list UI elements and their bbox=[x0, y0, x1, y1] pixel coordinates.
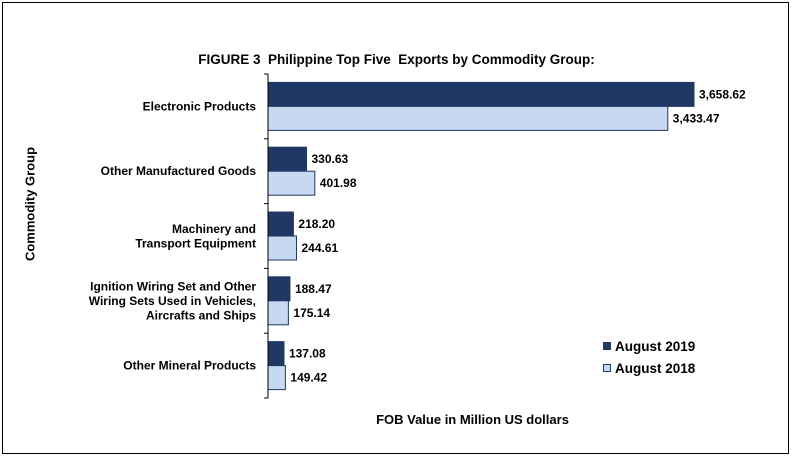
bar-machinery-and-transport-equipment-august-2018 bbox=[267, 235, 297, 261]
legend-label-august-2019: August 2019 bbox=[615, 338, 696, 354]
category-label-machinery-and-transport-equipment: Machinery and Transport Equipment bbox=[135, 222, 256, 251]
data-label-ignition-wiring-set-and-other-wiring-sets-used-in-vehicles-aircrafts-and-ships-august-2019: 188.47 bbox=[295, 282, 332, 296]
data-label-machinery-and-transport-equipment-august-2019: 218.20 bbox=[298, 217, 335, 231]
bar-ignition-wiring-set-and-other-wiring-sets-used-in-vehicles-aircrafts-and-ships-august-2019 bbox=[267, 276, 291, 302]
bar-other-mineral-products-august-2018 bbox=[267, 365, 286, 391]
x-axis-label: FOB Value in Million US dollars bbox=[376, 412, 569, 427]
bar-other-mineral-products-august-2019 bbox=[267, 341, 285, 367]
data-label-other-mineral-products-august-2019: 137.08 bbox=[289, 347, 326, 361]
data-label-other-mineral-products-august-2018: 149.42 bbox=[290, 371, 327, 385]
legend-swatch-august-2018 bbox=[603, 364, 611, 372]
data-label-other-manufactured-goods-august-2019: 330.63 bbox=[311, 152, 348, 166]
bar-other-manufactured-goods-august-2018 bbox=[267, 170, 316, 196]
legend-item-august-2018: August 2018 bbox=[603, 357, 695, 379]
data-label-machinery-and-transport-equipment-august-2018: 244.61 bbox=[301, 241, 338, 255]
bar-machinery-and-transport-equipment-august-2019 bbox=[267, 211, 294, 237]
data-label-ignition-wiring-set-and-other-wiring-sets-used-in-vehicles-aircrafts-and-ships-august-2018: 175.14 bbox=[293, 306, 330, 320]
legend-item-august-2019: August 2019 bbox=[603, 335, 695, 357]
category-label-electronic-products: Electronic Products bbox=[143, 99, 257, 113]
chart-frame bbox=[2, 2, 789, 454]
category-label-ignition-wiring-set-and-other-wiring-sets-used-in-vehicles-aircrafts-and-ships: Ignition Wiring Set and Other Wiring Sets… bbox=[89, 279, 257, 322]
bar-other-manufactured-goods-august-2019 bbox=[267, 146, 307, 172]
legend: August 2019 August 2018 bbox=[603, 335, 695, 379]
legend-label-august-2018: August 2018 bbox=[615, 360, 696, 376]
bar-electronic-products-august-2018 bbox=[267, 105, 669, 131]
bar-ignition-wiring-set-and-other-wiring-sets-used-in-vehicles-aircrafts-and-ships-august-2018 bbox=[267, 300, 289, 326]
category-label-other-mineral-products: Other Mineral Products bbox=[123, 359, 256, 373]
data-label-other-manufactured-goods-august-2018: 401.98 bbox=[320, 176, 357, 190]
data-label-electronic-products-august-2019: 3,658.62 bbox=[699, 87, 746, 101]
chart-title-line-1: FIGURE 3 Philippine Top Five Exports by … bbox=[198, 52, 595, 67]
category-label-other-manufactured-goods: Other Manufactured Goods bbox=[101, 164, 257, 178]
bar-electronic-products-august-2019 bbox=[267, 81, 695, 107]
legend-swatch-august-2019 bbox=[603, 342, 611, 350]
data-label-electronic-products-august-2018: 3,433.47 bbox=[673, 111, 720, 125]
